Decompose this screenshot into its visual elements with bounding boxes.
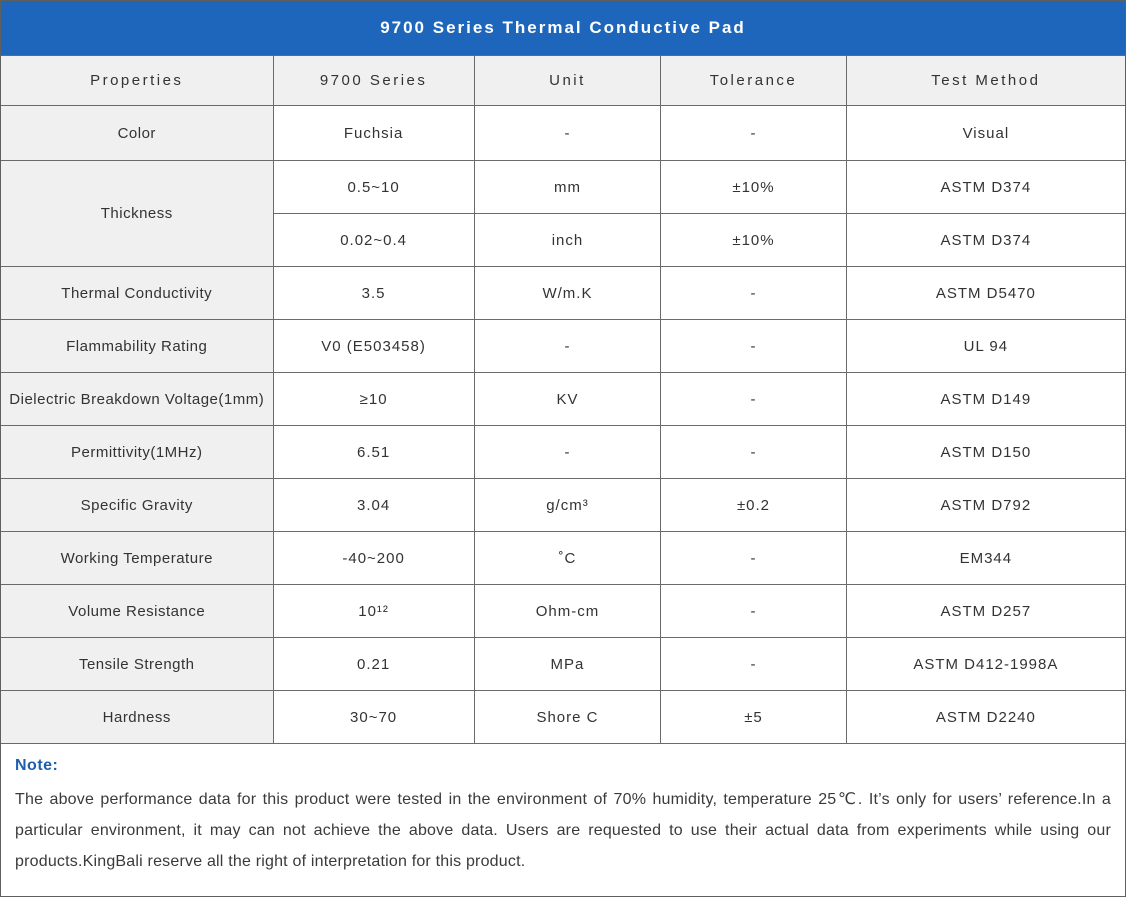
table-row: Thermal Conductivity 3.5 W/m.K - ASTM D5…: [1, 266, 1125, 320]
col-header-tolerance: Tolerance: [660, 55, 847, 106]
value-cell: 3.04: [272, 478, 475, 532]
tolerance-cell: ±5: [660, 690, 847, 744]
note-title: Note:: [15, 757, 59, 774]
value-cell: 3.5: [272, 266, 475, 320]
method-cell: ASTM D149: [845, 372, 1125, 426]
table-row: Hardness 30~70 Shore C ±5 ASTM D2240: [1, 690, 1125, 744]
value-cell: Fuchsia: [272, 105, 475, 161]
col-header-unit: Unit: [473, 55, 662, 106]
method-cell: EM344: [845, 531, 1125, 585]
method-cell: ASTM D257: [845, 584, 1125, 638]
tolerance-cell: ±10%: [660, 160, 847, 214]
table-row: Permittivity(1MHz) 6.51 - - ASTM D150: [1, 425, 1125, 479]
property-cell: Hardness: [1, 690, 274, 744]
table-row: Flammability Rating V0 (E503458) - - UL …: [1, 319, 1125, 373]
unit-cell: -: [473, 319, 662, 373]
table-row: Tensile Strength 0.21 MPa - ASTM D412-19…: [1, 637, 1125, 691]
tolerance-cell: -: [660, 637, 847, 691]
property-cell: Volume Resistance: [1, 584, 274, 638]
spec-table: Properties 9700 Series Unit Tolerance Te…: [1, 55, 1125, 744]
note-section: Note: The above performance data for thi…: [1, 744, 1125, 896]
method-cell: UL 94: [845, 319, 1125, 373]
value-cell: 0.5~10: [272, 160, 475, 214]
method-cell: ASTM D5470: [845, 266, 1125, 320]
value-cell: -40~200: [272, 531, 475, 585]
title-bar: 9700 Series Thermal Conductive Pad: [1, 1, 1125, 55]
method-cell: ASTM D374: [845, 160, 1125, 214]
tolerance-cell: -: [660, 319, 847, 373]
table-row: Working Temperature -40~200 ˚C - EM344: [1, 531, 1125, 585]
method-cell: ASTM D150: [845, 425, 1125, 479]
tolerance-cell: -: [660, 105, 847, 161]
page-title: 9700 Series Thermal Conductive Pad: [380, 18, 746, 37]
tolerance-cell: -: [660, 531, 847, 585]
table-row: 0.02~0.4 inch ±10% ASTM D374: [1, 213, 1125, 267]
method-cell: ASTM D412-1998A: [845, 637, 1125, 691]
property-cell: Specific Gravity: [1, 478, 274, 532]
unit-cell: MPa: [473, 637, 662, 691]
tolerance-cell: ±0.2: [660, 478, 847, 532]
table-row: Color Fuchsia - - Visual: [1, 105, 1125, 161]
unit-cell: Shore C: [473, 690, 662, 744]
unit-cell: ˚C: [473, 531, 662, 585]
tolerance-cell: -: [660, 425, 847, 479]
value-cell: 6.51: [272, 425, 475, 479]
property-cell: Thickness: [1, 160, 274, 267]
tolerance-cell: ±10%: [660, 213, 847, 267]
table-row: Dielectric Breakdown Voltage(1mm) ≥10 KV…: [1, 372, 1125, 426]
property-cell: Color: [1, 105, 274, 161]
value-cell: 30~70: [272, 690, 475, 744]
method-cell: ASTM D2240: [845, 690, 1125, 744]
table-row: Specific Gravity 3.04 g/cm³ ±0.2 ASTM D7…: [1, 478, 1125, 532]
table-row: Volume Resistance 10¹² Ohm-cm - ASTM D25…: [1, 584, 1125, 638]
unit-cell: mm: [473, 160, 662, 214]
property-cell: Flammability Rating: [1, 319, 274, 373]
unit-cell: inch: [473, 213, 662, 267]
method-cell: ASTM D792: [845, 478, 1125, 532]
property-cell: Tensile Strength: [1, 637, 274, 691]
value-cell: ≥10: [272, 372, 475, 426]
unit-cell: W/m.K: [473, 266, 662, 320]
property-cell: Permittivity(1MHz): [1, 425, 274, 479]
value-cell: 0.21: [272, 637, 475, 691]
value-cell: 0.02~0.4: [272, 213, 475, 267]
col-header-series: 9700 Series: [272, 55, 475, 106]
note-text: The above performance data for this prod…: [15, 791, 1111, 870]
table-row: Thickness 0.5~10 mm ±10% ASTM D374: [1, 160, 1125, 267]
value-cell: 10¹²: [272, 584, 475, 638]
method-cell: Visual: [845, 105, 1125, 161]
value-cell: V0 (E503458): [272, 319, 475, 373]
property-cell: Dielectric Breakdown Voltage(1mm): [1, 372, 274, 426]
unit-cell: Ohm-cm: [473, 584, 662, 638]
col-header-test-method: Test Method: [845, 55, 1125, 106]
property-cell: Working Temperature: [1, 531, 274, 585]
tolerance-cell: -: [660, 266, 847, 320]
tolerance-cell: -: [660, 584, 847, 638]
unit-cell: g/cm³: [473, 478, 662, 532]
unit-cell: KV: [473, 372, 662, 426]
unit-cell: -: [473, 105, 662, 161]
method-cell: ASTM D374: [845, 213, 1125, 267]
tolerance-cell: -: [660, 372, 847, 426]
unit-cell: -: [473, 425, 662, 479]
header-row: Properties 9700 Series Unit Tolerance Te…: [1, 55, 1125, 106]
col-header-properties: Properties: [1, 55, 274, 106]
property-cell: Thermal Conductivity: [1, 266, 274, 320]
